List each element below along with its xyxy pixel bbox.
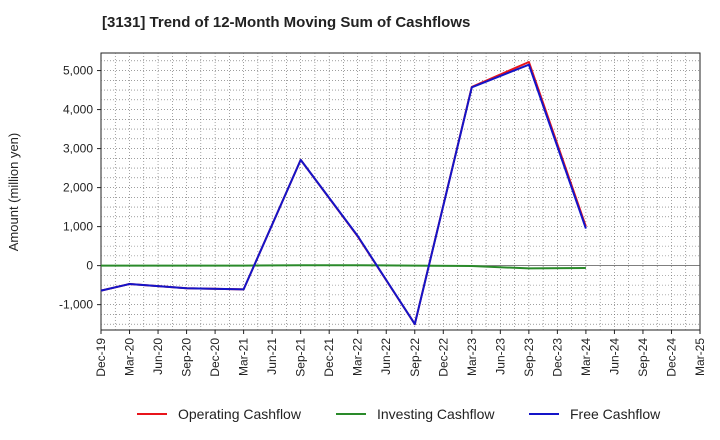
y-tick-label: 0 <box>86 259 93 273</box>
x-tick-label: Mar-23 <box>465 338 479 376</box>
y-tick-label: 4,000 <box>63 103 93 117</box>
x-tick-label: Jun-21 <box>265 338 279 375</box>
x-tick-label: Dec-21 <box>322 338 336 377</box>
legend: Operating Cashflow Investing Cashflow Free… <box>137 406 661 422</box>
y-axis: -1,000 0 1,000 2,000 3,000 4,000 5,000 <box>59 64 101 312</box>
x-tick-label: Jun-24 <box>607 338 621 375</box>
x-tick-label: Dec-22 <box>436 338 450 377</box>
x-tick-label: Dec-19 <box>94 338 108 377</box>
x-tick-label: Jun-20 <box>151 338 165 375</box>
y-tick-label: 1,000 <box>63 220 93 234</box>
y-axis-title: Amount (million yen) <box>6 133 21 252</box>
x-tick-label: Jun-23 <box>493 338 507 375</box>
legend-label: Free Cashflow <box>570 406 661 422</box>
x-tick-label: Dec-20 <box>208 338 222 377</box>
plot-area <box>100 52 701 331</box>
x-tick-label: Mar-22 <box>351 338 365 376</box>
x-tick-label: Mar-25 <box>693 338 707 376</box>
x-axis: Dec-19 Mar-20 Jun-20 Sep-20 Dec-20 Mar-21 Jun-… <box>94 330 707 377</box>
y-tick-label: -1,000 <box>59 298 93 312</box>
x-tick-label: Dec-23 <box>550 338 564 377</box>
legend-label: Operating Cashflow <box>178 406 302 422</box>
x-tick-label: Sep-24 <box>636 338 650 377</box>
x-tick-label: Jun-22 <box>379 338 393 375</box>
series-line-investing-cashflow <box>101 264 586 270</box>
legend-item: Free Cashflow <box>529 406 661 422</box>
legend-item: Investing Cashflow <box>336 406 495 422</box>
y-tick-label: 5,000 <box>63 64 93 78</box>
legend-label: Investing Cashflow <box>377 406 495 422</box>
x-tick-label: Sep-23 <box>522 338 536 377</box>
x-tick-label: Sep-21 <box>294 338 308 377</box>
x-tick-label: Mar-24 <box>579 338 593 376</box>
x-tick-label: Sep-22 <box>408 338 422 377</box>
x-tick-label: Dec-24 <box>664 338 678 377</box>
series-lines <box>100 61 587 326</box>
x-tick-label: Mar-20 <box>123 338 137 376</box>
y-tick-label: 2,000 <box>63 181 93 195</box>
y-tick-label: 3,000 <box>63 142 93 156</box>
series-line-free-cashflow <box>100 63 587 326</box>
chart-title: [3131] Trend of 12-Month Moving Sum of C… <box>102 14 471 31</box>
x-tick-label: Sep-20 <box>180 338 194 377</box>
legend-item: Operating Cashflow <box>137 406 302 422</box>
x-tick-label: Mar-21 <box>237 338 251 376</box>
